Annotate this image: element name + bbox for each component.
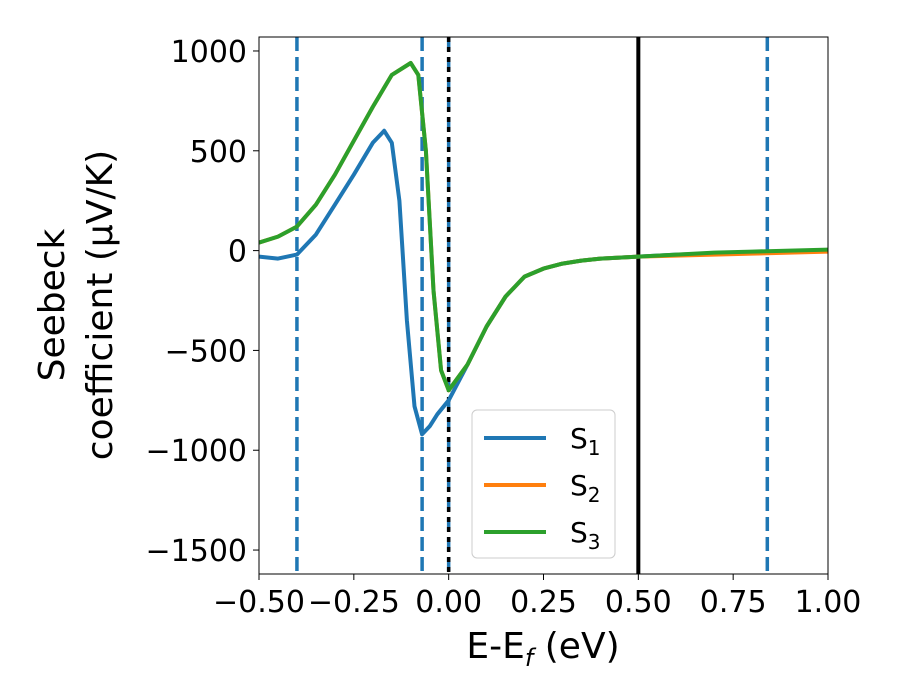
legend-label-S3: S3 bbox=[570, 516, 601, 554]
y-axis-label-line1: Seebeck bbox=[32, 228, 73, 381]
y-tick-label: −1000 bbox=[146, 434, 247, 469]
legend-label-S1: S1 bbox=[570, 422, 601, 460]
y-tick-label: 0 bbox=[228, 235, 247, 270]
legend-label-S2: S2 bbox=[570, 469, 601, 507]
x-axis-label-unit: (eV) bbox=[533, 626, 619, 667]
y-tick-label: −1500 bbox=[146, 534, 247, 569]
y-tick-label: 500 bbox=[190, 135, 247, 170]
x-tick-label: 0.50 bbox=[605, 585, 672, 620]
y-axis-label-line2: coefficient (μV/K) bbox=[80, 150, 121, 460]
legend: S1 S2 S3 bbox=[471, 409, 616, 559]
x-tick-label: −0.25 bbox=[308, 585, 400, 620]
x-tick-label: 0.00 bbox=[415, 585, 482, 620]
x-tick-label: 1.00 bbox=[795, 585, 862, 620]
y-tick-label: −500 bbox=[165, 334, 247, 369]
y-tick-label: 1000 bbox=[171, 35, 247, 70]
x-tick-label: 0.75 bbox=[700, 585, 767, 620]
x-tick-label: 0.25 bbox=[510, 585, 577, 620]
x-tick-label: −0.50 bbox=[213, 585, 305, 620]
series-line-S3 bbox=[259, 61, 828, 393]
x-axis-label-main: E-E bbox=[466, 626, 524, 667]
x-axis-label: E-Ef (eV) bbox=[466, 626, 619, 672]
